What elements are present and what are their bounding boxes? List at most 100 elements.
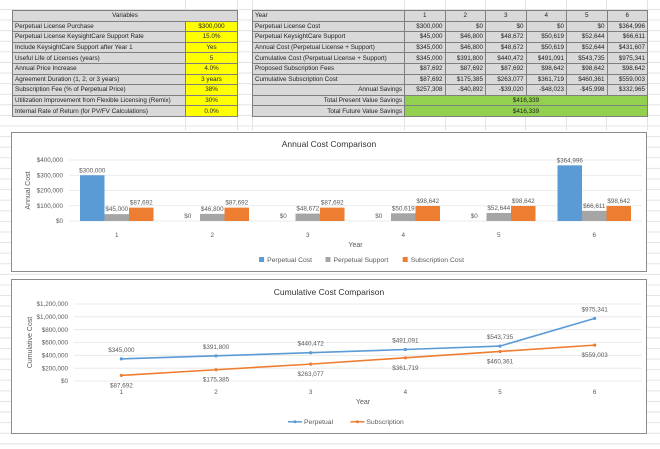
annual-savings-cell[interactable]: -$40,892 — [444, 84, 486, 96]
cost-row-label[interactable]: Perpetual KeysightCare Support — [252, 31, 405, 43]
cost-cell[interactable]: $45,000 — [404, 31, 446, 43]
variable-value-input[interactable]: 3 years — [185, 73, 238, 86]
variable-label[interactable]: Useful Life of Licenses (years) — [12, 52, 186, 64]
cost-cell[interactable]: $975,341 — [606, 52, 648, 64]
cost-row-label[interactable]: Perpetual License Cost — [252, 20, 405, 33]
cost-cell[interactable]: $364,996 — [606, 20, 648, 33]
y-axis-label: Annual Cost — [25, 171, 32, 209]
cost-cell[interactable]: $87,692 — [485, 62, 527, 75]
x-tick-label: 5 — [498, 389, 502, 396]
annual-savings-cell[interactable]: -$39,020 — [485, 84, 527, 96]
variable-label[interactable]: Annual Price Increase — [12, 62, 186, 75]
legend-label: Perpetual Cost — [267, 257, 312, 264]
cost-cell[interactable]: $98,642 — [606, 62, 648, 75]
cost-cell[interactable]: $300,000 — [404, 20, 446, 33]
cost-row-label[interactable]: Cumulative Subscription Cost — [252, 73, 405, 86]
annual-savings-cell[interactable]: -$48,023 — [525, 84, 567, 96]
year-header-cell[interactable]: 5 — [566, 10, 608, 22]
cost-cell[interactable]: $52,644 — [566, 31, 608, 43]
variable-label[interactable]: Internal Rate of Return (for PV/FV Calcu… — [12, 105, 186, 117]
total-savings-row: Total Present Value Savings $416,339 — [252, 94, 648, 107]
cost-cell[interactable]: $440,472 — [485, 52, 527, 64]
year-header-cell[interactable]: 6 — [606, 10, 648, 22]
annual-savings-cell[interactable]: $257,308 — [404, 84, 446, 96]
variable-value-input[interactable]: 38% — [185, 84, 238, 96]
variable-value-input[interactable]: Yes — [185, 41, 238, 54]
cost-cell[interactable]: $87,692 — [404, 73, 446, 86]
cost-cell[interactable]: $87,692 — [444, 62, 486, 75]
total-savings-label[interactable]: Total Present Value Savings — [252, 94, 405, 107]
cost-row-label[interactable]: Annual Cost (Perpetual License + Support… — [252, 41, 405, 54]
variable-label[interactable]: Include KeysightCare Support after Year … — [12, 41, 186, 54]
variable-label[interactable]: Utilization Improvement from Flexible Li… — [12, 94, 186, 107]
data-label: $50,619 — [392, 205, 415, 212]
cumulative-cost-chart[interactable]: Cumulative Cost Comparison $0 $200,000 $40… — [11, 279, 647, 434]
grid-column-line — [647, 0, 648, 130]
year-header-cell[interactable]: 3 — [485, 10, 527, 22]
variable-row: Useful Life of Licenses (years) 5 — [12, 52, 238, 64]
variable-label[interactable]: Perpetual License KeysightCare Support R… — [12, 31, 186, 43]
variable-value-input[interactable]: 30% — [185, 94, 238, 107]
total-savings-value[interactable]: $416,339 — [404, 94, 648, 107]
cost-cell[interactable]: $98,642 — [525, 62, 567, 75]
year-header-cell[interactable]: 2 — [444, 10, 486, 22]
legend-label: Perpetual Support — [334, 257, 389, 264]
cost-cell[interactable]: $52,644 — [566, 41, 608, 54]
cost-cell[interactable]: $460,361 — [566, 73, 608, 86]
data-label: $87,692 — [225, 200, 248, 207]
variable-label[interactable]: Perpetual License Purchase — [12, 20, 186, 33]
total-savings-label[interactable]: Total Future Value Savings — [252, 105, 405, 117]
point-subscription — [214, 368, 218, 372]
cost-cell[interactable]: $345,000 — [404, 41, 446, 54]
cost-row-label[interactable]: Cumulative Cost (Perpetual License + Sup… — [252, 52, 405, 64]
variable-label[interactable]: Agreement Duration (1, 2, or 3 years) — [12, 73, 186, 86]
variable-value-input[interactable]: 0.0% — [185, 105, 238, 117]
year-header-label[interactable]: Year — [252, 10, 405, 22]
variable-value-input[interactable]: $300,000 — [185, 20, 238, 33]
variables-header[interactable]: Variables — [12, 10, 238, 22]
cost-cell[interactable]: $345,000 — [404, 52, 446, 64]
cost-row: Perpetual License Cost $300,000 $0 $0 $0 $0 $3… — [252, 20, 648, 33]
cost-cell[interactable]: $0 — [525, 20, 567, 33]
variable-row: Include KeysightCare Support after Year … — [12, 41, 238, 54]
data-label: $361,719 — [392, 365, 419, 372]
variable-value-input[interactable]: 15.0% — [185, 31, 238, 43]
cost-cell[interactable]: $98,642 — [566, 62, 608, 75]
cost-cell[interactable]: $87,692 — [404, 62, 446, 75]
cost-cell[interactable]: $431,607 — [606, 41, 648, 54]
cost-cell[interactable]: $0 — [566, 20, 608, 33]
cost-cell[interactable]: $0 — [485, 20, 527, 33]
cost-cell[interactable]: $559,003 — [606, 73, 648, 86]
cost-cell[interactable]: $361,719 — [525, 73, 567, 86]
bar-subscription-cost — [415, 205, 440, 221]
cost-cell[interactable]: $543,735 — [566, 52, 608, 64]
variable-value-input[interactable]: 4.0% — [185, 62, 238, 75]
variable-label[interactable]: Subscription Fee (% of Perpetual Price) — [12, 84, 186, 96]
annual-savings-cell[interactable]: -$45,998 — [566, 84, 608, 96]
cost-cell[interactable]: $50,619 — [525, 31, 567, 43]
total-savings-value[interactable]: $416,339 — [404, 105, 648, 117]
cost-cell[interactable]: $46,800 — [444, 31, 486, 43]
legend-swatch — [325, 257, 331, 262]
cost-cell[interactable]: $391,800 — [444, 52, 486, 64]
annual-savings-label[interactable]: Annual Savings — [252, 84, 405, 96]
cost-cell[interactable]: $46,800 — [444, 41, 486, 54]
x-tick-label: 1 — [120, 389, 124, 396]
cost-row-label[interactable]: Proposed Subscription Fees — [252, 62, 405, 75]
cost-cell[interactable]: $263,077 — [485, 73, 527, 86]
bar-subscription-cost — [129, 207, 154, 221]
cost-cell[interactable]: $48,672 — [485, 41, 527, 54]
cost-cell[interactable]: $66,611 — [606, 31, 648, 43]
cost-cell[interactable]: $50,619 — [525, 41, 567, 54]
annual-cost-chart[interactable]: Annual Cost Comparison $0 $100,000 $200,00… — [11, 132, 647, 272]
cost-cell[interactable]: $175,385 — [444, 73, 486, 86]
annual-savings-cell[interactable]: $332,965 — [606, 84, 648, 96]
variable-row: Perpetual License KeysightCare Support R… — [12, 31, 238, 43]
variable-value-input[interactable]: 5 — [185, 52, 238, 64]
cost-cell[interactable]: $0 — [444, 20, 486, 33]
cost-cell[interactable]: $48,672 — [485, 31, 527, 43]
total-savings-row: Total Future Value Savings $416,339 — [252, 105, 648, 117]
year-header-cell[interactable]: 1 — [404, 10, 446, 22]
cost-cell[interactable]: $491,091 — [525, 52, 567, 64]
year-header-cell[interactable]: 4 — [525, 10, 567, 22]
